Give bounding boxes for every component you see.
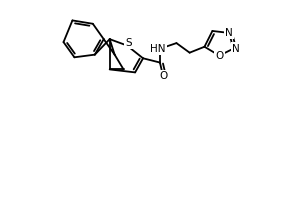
Text: S: S <box>126 38 132 48</box>
Text: HN: HN <box>150 44 166 54</box>
Text: N: N <box>225 28 233 38</box>
Text: O: O <box>215 51 224 61</box>
Text: O: O <box>159 71 167 81</box>
Text: N: N <box>232 44 240 54</box>
